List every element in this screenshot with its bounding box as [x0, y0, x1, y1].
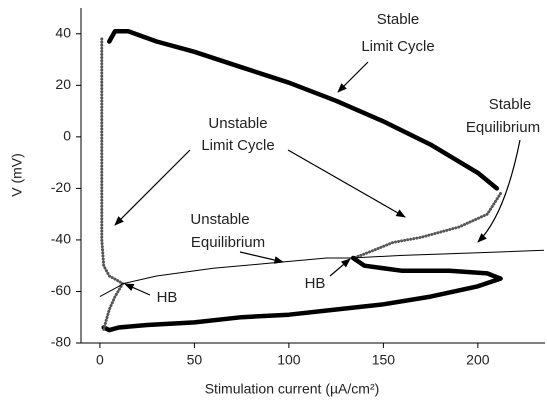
- curve: [351, 249, 545, 259]
- annotation: Unstable: [208, 115, 267, 132]
- annotation: Unstable: [190, 211, 249, 228]
- annotation: Equilibrium: [191, 234, 265, 251]
- y-tick-label: 40: [55, 24, 71, 40]
- annotation: Limit Cycle: [361, 38, 434, 55]
- annotation: Stable: [377, 11, 420, 28]
- x-axis-label: Stimulation current (µA/cm²): [205, 381, 380, 397]
- x-tick-label: 50: [187, 352, 203, 368]
- annotation: Limit Cycle: [201, 137, 274, 154]
- arrow: [287, 149, 406, 218]
- annotation: Stable: [489, 96, 532, 113]
- curve: [107, 28, 500, 191]
- y-tick-label: 20: [55, 76, 71, 92]
- arrow: [114, 149, 191, 226]
- annotation: HB: [305, 275, 326, 292]
- x-tick-label: 200: [466, 352, 490, 368]
- annotation: Equilibrium: [466, 119, 540, 136]
- y-tick-label: -60: [51, 282, 71, 298]
- annotation: HB: [157, 289, 178, 306]
- arrow: [477, 139, 521, 243]
- arrow: [329, 258, 351, 277]
- curve: [99, 257, 352, 298]
- plot-area: [99, 28, 545, 333]
- curve: [100, 37, 125, 286]
- arrow: [337, 61, 369, 93]
- curve: [351, 192, 502, 260]
- y-tick-label: -80: [51, 334, 71, 350]
- arrow: [239, 251, 284, 264]
- arrow: [124, 283, 151, 296]
- y-axis-label: V (mV): [9, 153, 25, 197]
- x-tick-label: 150: [372, 352, 396, 368]
- curve: [101, 276, 503, 333]
- y-tick-label: -40: [51, 231, 71, 247]
- curve: [102, 282, 125, 332]
- y-tick-label: -20: [51, 179, 71, 195]
- x-tick-label: 100: [277, 352, 301, 368]
- curve: [350, 255, 503, 281]
- y-tick-label: 0: [63, 128, 71, 144]
- x-tick-label: 0: [96, 352, 104, 368]
